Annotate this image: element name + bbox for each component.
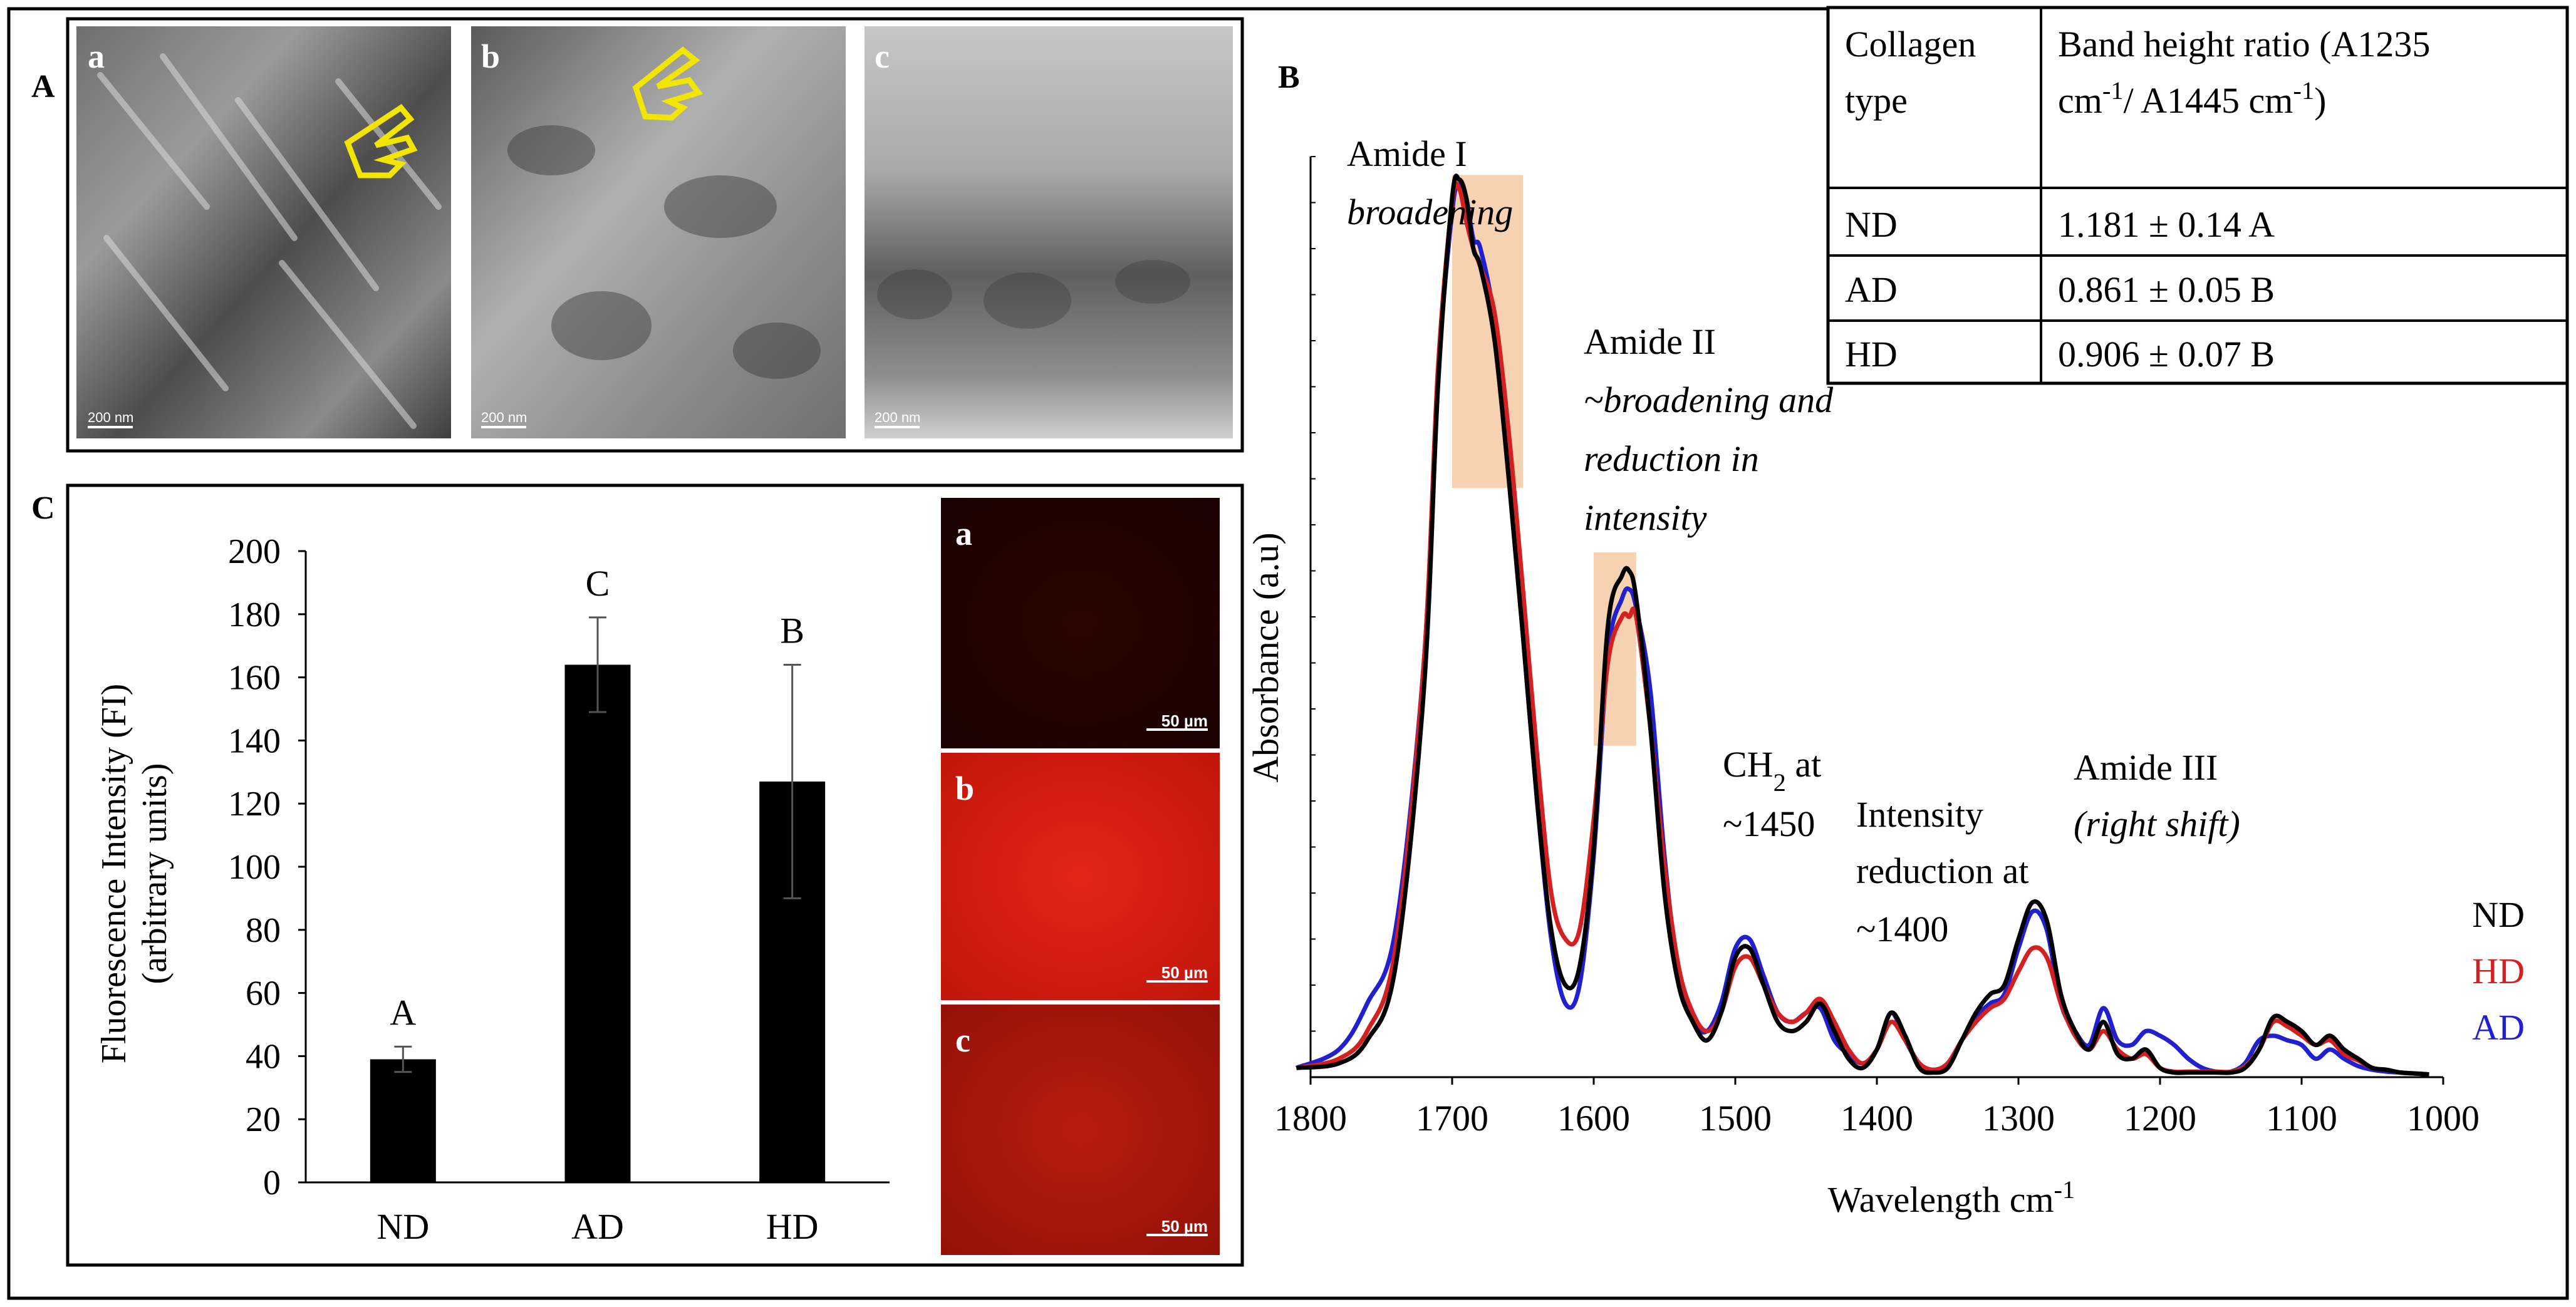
spectrum-x-tick-label: 1300 bbox=[1982, 1098, 2055, 1139]
legend-ad: AD bbox=[2472, 1007, 2525, 1048]
table-row-ratio-ad: 0.861 ± 0.05 B bbox=[2058, 269, 2275, 310]
band-ratio-table: Collagen type Band height ratio (A1235 cm-1… bbox=[1826, 6, 2569, 385]
sem-image-a: 200 nm a bbox=[76, 26, 451, 438]
error-bar-hd bbox=[783, 663, 801, 899]
bar-y-tick-label: 40 bbox=[246, 1037, 281, 1076]
panel-c-frame bbox=[66, 483, 1244, 1267]
intensity-line1: Intensity bbox=[1856, 794, 1983, 835]
scale-bar-a: 200 nm bbox=[88, 410, 133, 425]
fluorescence-image-c: c 50 µm bbox=[941, 1005, 1220, 1255]
annotation-amide-3: Amide III (right shift) bbox=[2074, 747, 2240, 844]
significance-letter-hd: B bbox=[780, 610, 804, 651]
panel-label-b: B bbox=[1278, 59, 1300, 95]
table-row-type-ad: AD bbox=[1845, 269, 1898, 310]
significance-letter-ad: C bbox=[586, 563, 610, 604]
table-row-ratio-nd: 1.181 ± 0.14 A bbox=[2058, 204, 2275, 245]
error-bar-nd bbox=[394, 1045, 412, 1073]
amide-2-note-line1: ~broadening and bbox=[1584, 380, 1834, 420]
intensity-line2: reduction at bbox=[1856, 850, 2028, 891]
fl-label-c: c bbox=[955, 1021, 970, 1059]
bar-category-label-nd: ND bbox=[377, 1206, 429, 1247]
sem-image-c: 200 nm c bbox=[865, 26, 1233, 438]
amide-2-note-line3: intensity bbox=[1584, 497, 1707, 538]
spectrum-y-axis-label: Absorbance (a.u) bbox=[1245, 532, 1286, 782]
spectrum-x-tick-label: 1600 bbox=[1557, 1098, 1630, 1139]
ftir-spectrum-chart: 1800 1700 1600 1500 1400 1300 1200 1100 1000 ND H… bbox=[1245, 156, 2525, 1221]
bar-y-tick-label: 160 bbox=[228, 659, 281, 698]
panel-label-c: C bbox=[31, 490, 55, 526]
annotation-intensity-reduction: Intensity reduction at ~1400 bbox=[1856, 794, 2028, 949]
bar-y-tick-label: 0 bbox=[263, 1164, 281, 1202]
scale-bar-b: 200 nm bbox=[481, 410, 527, 425]
spectrum-x-axis-label: Wavelength cm-1 bbox=[1828, 1175, 2075, 1221]
fl-scale-b: 50 µm bbox=[1161, 963, 1208, 982]
bar-y-label-line2: (arbitrary units) bbox=[135, 763, 174, 984]
spectrum-x-tick-label: 1000 bbox=[2407, 1098, 2480, 1139]
figure-border bbox=[7, 7, 2569, 1300]
amide-1-note: broadening bbox=[1347, 192, 1513, 232]
bar-category-label-hd: HD bbox=[766, 1206, 819, 1247]
spectrum-x-tick-label: 1200 bbox=[2124, 1098, 2196, 1139]
bar-y-tick-label: 80 bbox=[246, 911, 281, 950]
table-header-collagen-line1: Collagen bbox=[1845, 24, 1976, 65]
highlight-marker-a bbox=[344, 104, 418, 178]
bar-chart-fi: 0 20 40 60 80 100 120 140 160 180 200 A ND C AD B HD Fl… bbox=[95, 532, 890, 1247]
bar-y-tick-label: 100 bbox=[228, 848, 281, 887]
fl-label-a: a bbox=[955, 515, 972, 552]
table-row-ratio-hd: 0.906 ± 0.07 B bbox=[2058, 334, 2275, 375]
bar-y-label-line1: Fluorescence Intensity (FI) bbox=[95, 684, 133, 1063]
fluorescence-image-a: a 50 µm bbox=[941, 498, 1220, 748]
bar-ad bbox=[564, 664, 631, 1182]
spectrum-x-tick-label: 1400 bbox=[1841, 1098, 1913, 1139]
table-row-type-hd: HD bbox=[1845, 334, 1898, 375]
ch2-line2: ~1450 bbox=[1723, 803, 1815, 844]
amide-1-title: Amide I bbox=[1347, 133, 1467, 174]
bar-nd bbox=[370, 1059, 436, 1182]
spectrum-x-tick-label: 1100 bbox=[2266, 1098, 2337, 1139]
table-row-type-nd: ND bbox=[1845, 204, 1898, 245]
bar-y-axis-label: Fluorescence Intensity (FI) (arbitrary u… bbox=[95, 684, 174, 1063]
annotation-ch2: CH2 at ~1450 bbox=[1723, 744, 1821, 844]
table-header-collagen-line2: type bbox=[1845, 80, 1908, 121]
fl-label-b: b bbox=[955, 770, 974, 807]
annotation-amide-1: Amide I broadening bbox=[1347, 133, 1513, 232]
spectrum-line-nd bbox=[1296, 173, 2429, 1077]
amide-3-note: (right shift) bbox=[2074, 803, 2240, 844]
bar-y-tick-label: 120 bbox=[228, 785, 281, 824]
bar-y-tick-label: 140 bbox=[228, 721, 281, 760]
fluorescence-image-b: b 50 µm bbox=[941, 753, 1220, 1000]
highlight-marker-b bbox=[632, 46, 704, 121]
legend-nd: ND bbox=[2472, 894, 2525, 935]
ch2-line1: CH2 at bbox=[1723, 744, 1821, 797]
bar-y-tick-label: 60 bbox=[246, 974, 281, 1013]
significance-letter-nd: A bbox=[390, 992, 416, 1033]
amide-3-title: Amide III bbox=[2074, 747, 2218, 788]
error-bar-ad bbox=[589, 616, 606, 713]
annotation-amide-2: Amide II ~broadening and reduction in in… bbox=[1584, 321, 1834, 538]
panel-a-frame bbox=[66, 17, 1244, 453]
sem-image-b: 200 nm b bbox=[471, 26, 846, 438]
bar-category-label-ad: AD bbox=[571, 1206, 624, 1247]
sem-label-b: b bbox=[481, 38, 500, 75]
table-header-ratio-line1: Band height ratio (A1235 bbox=[2058, 24, 2430, 65]
fl-scale-a: 50 µm bbox=[1161, 711, 1208, 730]
amide-2-note-line2: reduction in bbox=[1584, 438, 1759, 479]
sem-label-a: a bbox=[88, 38, 105, 75]
intensity-line3: ~1400 bbox=[1856, 909, 1948, 949]
bar-y-tick-label: 200 bbox=[228, 532, 281, 571]
bar-y-tick-label: 20 bbox=[246, 1100, 281, 1139]
panel-label-a: A bbox=[31, 69, 55, 105]
sem-label-c: c bbox=[875, 38, 890, 75]
amide-2-title: Amide II bbox=[1584, 321, 1716, 362]
spectrum-x-tick-label: 1500 bbox=[1699, 1098, 1772, 1139]
bar-y-tick-label: 180 bbox=[228, 596, 281, 634]
fl-scale-c: 50 µm bbox=[1161, 1217, 1208, 1236]
scale-bar-c: 200 nm bbox=[875, 410, 920, 425]
legend-hd: HD bbox=[2472, 951, 2525, 991]
table-header-ratio-line2: cm-1/ A1445 cm-1) bbox=[2058, 76, 2326, 121]
spectrum-x-tick-label: 1800 bbox=[1274, 1098, 1347, 1139]
spectrum-x-tick-label: 1700 bbox=[1416, 1098, 1488, 1139]
